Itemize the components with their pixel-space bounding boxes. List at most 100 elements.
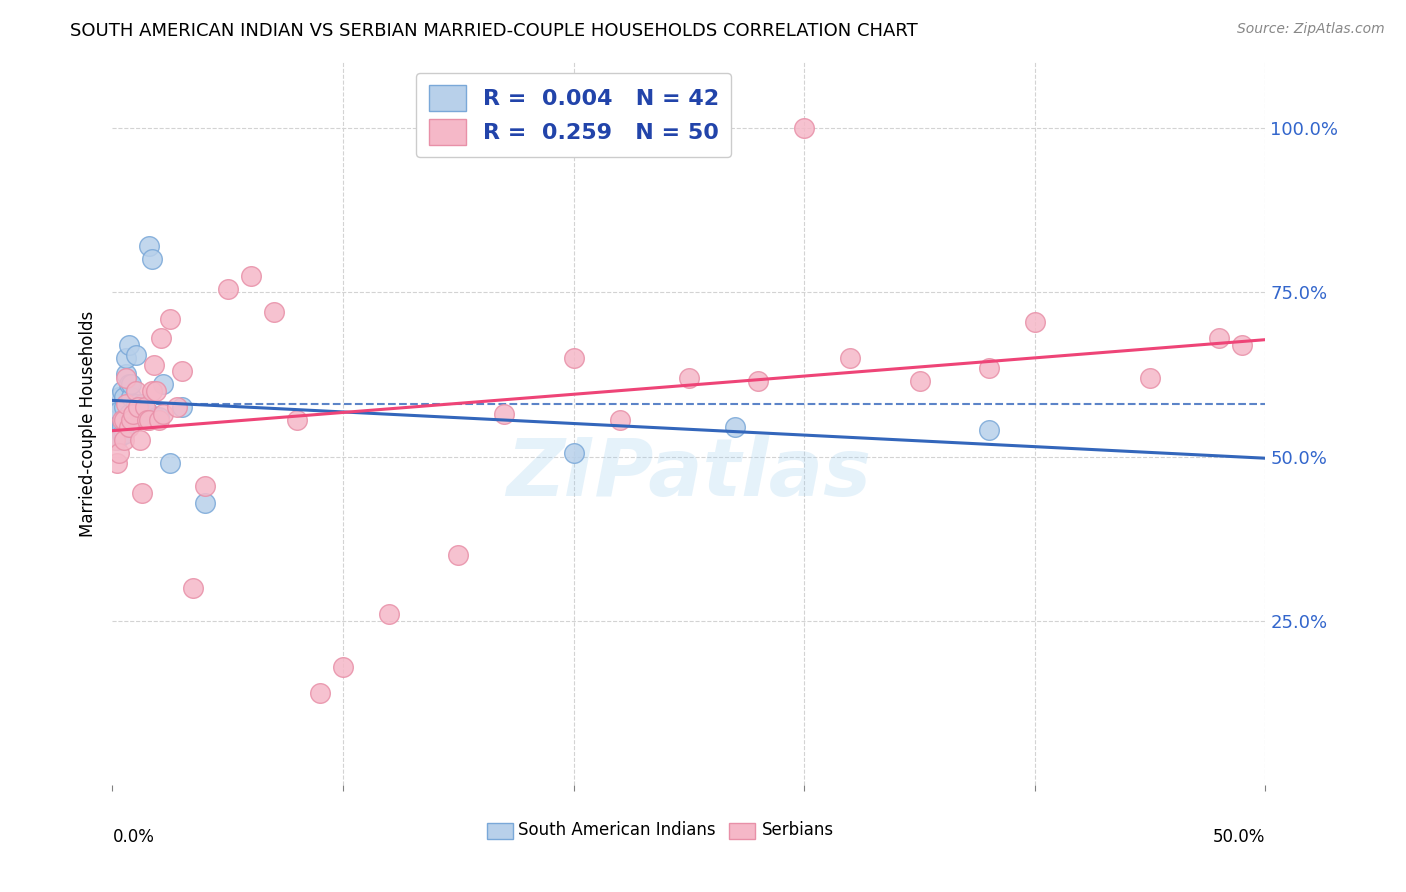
Point bbox=[120, 413, 142, 427]
Point bbox=[131, 397, 153, 411]
Point bbox=[134, 401, 156, 415]
Point bbox=[239, 268, 262, 283]
Point bbox=[104, 413, 127, 427]
Point bbox=[217, 282, 239, 296]
Point bbox=[131, 485, 153, 500]
Point bbox=[120, 377, 142, 392]
Point bbox=[105, 423, 128, 437]
Point bbox=[1208, 331, 1230, 345]
Point bbox=[793, 121, 815, 136]
Legend: R =  0.004   N = 42, R =  0.259   N = 50: R = 0.004 N = 42, R = 0.259 N = 50 bbox=[416, 73, 731, 157]
Point bbox=[112, 433, 135, 447]
Point bbox=[152, 377, 174, 392]
Point bbox=[194, 495, 217, 509]
Text: 0.0%: 0.0% bbox=[112, 829, 155, 847]
Point bbox=[111, 417, 134, 431]
Text: Serbians: Serbians bbox=[762, 821, 834, 838]
Point bbox=[112, 391, 135, 405]
Text: Source: ZipAtlas.com: Source: ZipAtlas.com bbox=[1237, 22, 1385, 37]
Point bbox=[152, 407, 174, 421]
Text: ZIPatlas: ZIPatlas bbox=[506, 435, 872, 513]
Point bbox=[105, 433, 128, 447]
Point bbox=[124, 348, 146, 362]
Point bbox=[115, 370, 138, 384]
Point bbox=[122, 407, 145, 421]
Point bbox=[129, 433, 152, 447]
Point bbox=[117, 377, 139, 392]
Point bbox=[127, 401, 149, 415]
Point bbox=[124, 384, 146, 398]
Point bbox=[166, 401, 188, 415]
Point bbox=[111, 413, 134, 427]
Point bbox=[136, 403, 159, 417]
Point bbox=[117, 407, 139, 421]
Point bbox=[747, 374, 769, 388]
Point bbox=[108, 403, 131, 417]
Point bbox=[138, 413, 160, 427]
Point bbox=[378, 607, 401, 622]
Point bbox=[141, 252, 163, 267]
Point bbox=[105, 407, 128, 421]
Bar bbox=[730, 823, 755, 839]
Point bbox=[108, 446, 131, 460]
Point bbox=[839, 351, 862, 365]
Point bbox=[115, 368, 138, 382]
Point bbox=[170, 401, 193, 415]
Point bbox=[1024, 315, 1046, 329]
Point bbox=[141, 384, 163, 398]
Point bbox=[138, 239, 160, 253]
Text: SOUTH AMERICAN INDIAN VS SERBIAN MARRIED-COUPLE HOUSEHOLDS CORRELATION CHART: SOUTH AMERICAN INDIAN VS SERBIAN MARRIED… bbox=[70, 22, 918, 40]
Point bbox=[112, 401, 135, 415]
Point bbox=[170, 364, 193, 378]
Point bbox=[1232, 338, 1254, 352]
Point bbox=[181, 581, 204, 595]
Point bbox=[494, 407, 516, 421]
Point bbox=[562, 351, 585, 365]
Point bbox=[678, 370, 700, 384]
Point bbox=[977, 360, 1000, 375]
Point bbox=[111, 384, 134, 398]
Point bbox=[724, 420, 747, 434]
Point bbox=[129, 410, 152, 425]
Point bbox=[159, 456, 181, 470]
Point bbox=[285, 413, 308, 427]
Point bbox=[117, 420, 139, 434]
Point bbox=[124, 397, 146, 411]
Point bbox=[112, 426, 135, 441]
Point bbox=[148, 410, 170, 425]
Point bbox=[112, 413, 135, 427]
Point bbox=[1139, 370, 1161, 384]
Point bbox=[332, 659, 354, 673]
Point bbox=[108, 391, 131, 405]
Point bbox=[103, 420, 125, 434]
Point bbox=[108, 397, 131, 411]
Point bbox=[194, 479, 217, 493]
Point bbox=[447, 548, 470, 562]
Point bbox=[136, 413, 159, 427]
Text: 50.0%: 50.0% bbox=[1213, 829, 1265, 847]
Point bbox=[309, 686, 332, 700]
Point bbox=[263, 305, 285, 319]
Point bbox=[609, 413, 631, 427]
Point bbox=[104, 403, 127, 417]
Point bbox=[120, 391, 142, 405]
Y-axis label: Married-couple Households: Married-couple Households bbox=[79, 310, 97, 537]
Point bbox=[122, 410, 145, 425]
Point bbox=[115, 351, 138, 365]
Bar bbox=[488, 823, 513, 839]
Point bbox=[111, 426, 134, 441]
Point bbox=[127, 401, 149, 415]
Point bbox=[143, 358, 166, 372]
Point bbox=[105, 456, 128, 470]
Point bbox=[111, 420, 134, 434]
Point bbox=[977, 423, 1000, 437]
Point bbox=[145, 384, 167, 398]
Point bbox=[908, 374, 931, 388]
Point bbox=[115, 397, 138, 411]
Point bbox=[159, 311, 181, 326]
Point bbox=[134, 403, 156, 417]
Point bbox=[562, 446, 585, 460]
Point bbox=[149, 331, 172, 345]
Text: South American Indians: South American Indians bbox=[519, 821, 716, 838]
Point bbox=[104, 433, 127, 447]
